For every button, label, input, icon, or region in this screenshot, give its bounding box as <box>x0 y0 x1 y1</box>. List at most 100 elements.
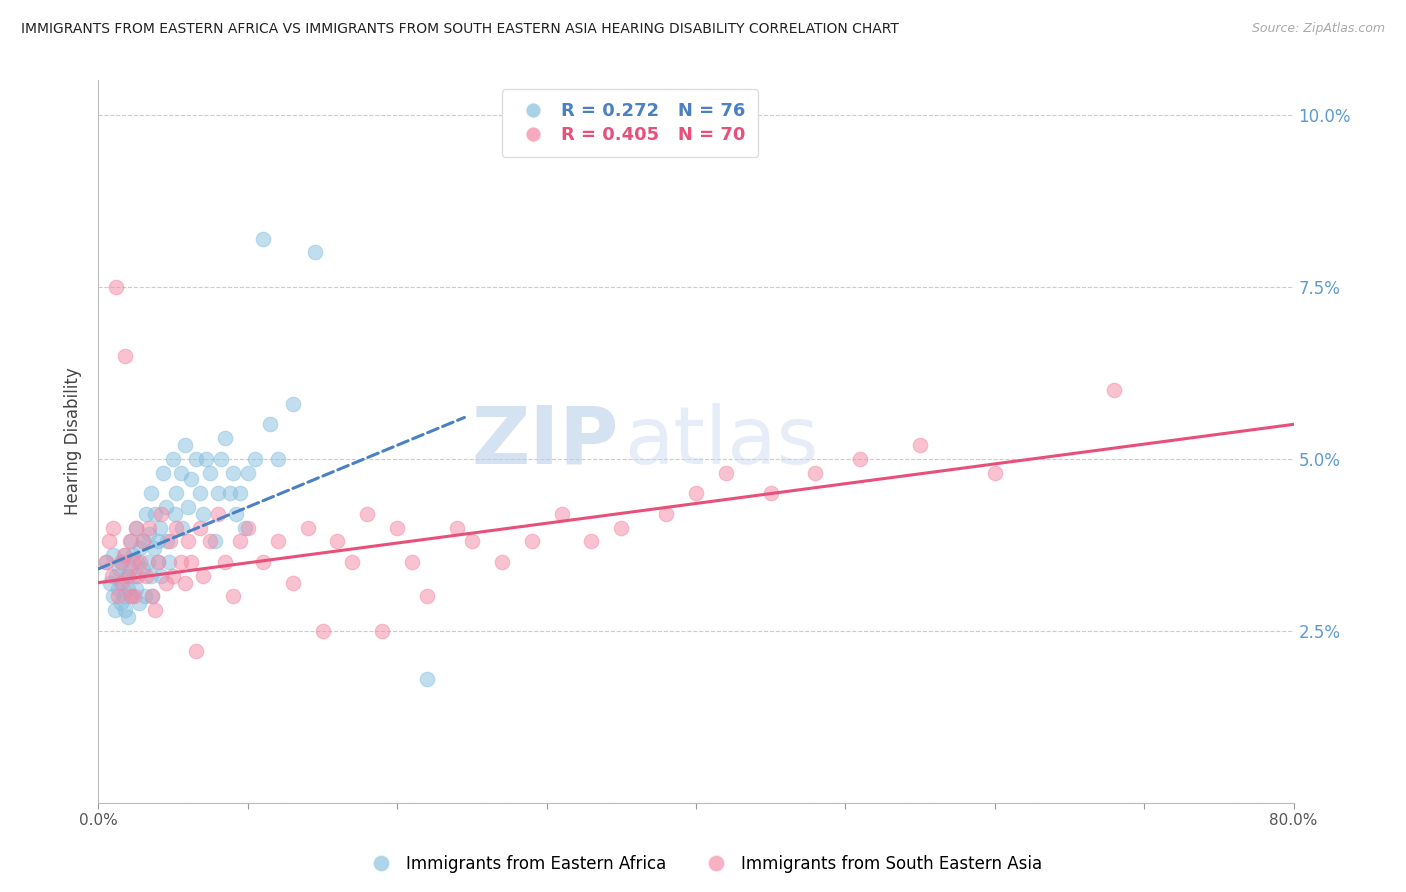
Point <box>129 555 152 569</box>
Point <box>110 596 132 610</box>
Point <box>159 534 181 549</box>
Point <box>134 590 156 604</box>
Point <box>152 466 174 480</box>
Point <box>326 534 349 549</box>
Point <box>342 555 364 569</box>
Point <box>219 486 242 500</box>
Text: IMMIGRANTS FROM EASTERN AFRICA VS IMMIGRANTS FROM SOUTH EASTERN ASIA HEARING DIS: IMMIGRANTS FROM EASTERN AFRICA VS IMMIGR… <box>21 22 898 37</box>
Point <box>491 555 513 569</box>
Point <box>685 486 707 500</box>
Point <box>281 397 304 411</box>
Point <box>118 562 141 576</box>
Point <box>416 672 439 686</box>
Point <box>172 520 194 534</box>
Point <box>714 466 737 480</box>
Point <box>849 451 872 466</box>
Point <box>111 575 134 590</box>
Point <box>759 486 782 500</box>
Point <box>120 534 142 549</box>
Point <box>550 507 572 521</box>
Text: atlas: atlas <box>624 402 818 481</box>
Point <box>139 568 162 582</box>
Point <box>195 451 218 466</box>
Point <box>177 500 200 514</box>
Point <box>401 555 423 569</box>
Point <box>188 520 211 534</box>
Point <box>103 520 125 534</box>
Point <box>135 568 157 582</box>
Point <box>157 555 180 569</box>
Point <box>610 520 633 534</box>
Point <box>184 644 207 658</box>
Point <box>101 568 124 582</box>
Point <box>132 534 155 549</box>
Point <box>129 541 152 556</box>
Point <box>416 590 439 604</box>
Point <box>267 534 290 549</box>
Legend: Immigrants from Eastern Africa, Immigrants from South Eastern Asia: Immigrants from Eastern Africa, Immigran… <box>357 848 1049 880</box>
Point <box>117 610 139 624</box>
Text: Source: ZipAtlas.com: Source: ZipAtlas.com <box>1251 22 1385 36</box>
Point <box>174 438 197 452</box>
Point <box>141 590 163 604</box>
Point <box>97 534 120 549</box>
Point <box>204 534 226 549</box>
Point <box>177 534 200 549</box>
Point <box>304 245 326 260</box>
Point <box>155 500 177 514</box>
Point <box>156 534 179 549</box>
Point <box>150 507 173 521</box>
Point <box>233 520 256 534</box>
Point <box>229 534 252 549</box>
Point <box>115 568 138 582</box>
Point <box>225 507 247 521</box>
Point <box>165 520 187 534</box>
Point <box>143 603 166 617</box>
Point <box>311 624 333 638</box>
Point <box>581 534 603 549</box>
Point <box>117 582 139 597</box>
Point <box>105 279 128 293</box>
Point <box>804 466 827 480</box>
Point <box>169 466 191 480</box>
Point <box>127 555 149 569</box>
Point <box>908 438 931 452</box>
Point <box>207 486 229 500</box>
Point <box>162 568 184 582</box>
Point <box>222 590 245 604</box>
Point <box>984 466 1007 480</box>
Point <box>267 451 290 466</box>
Point <box>281 575 304 590</box>
Point <box>98 575 122 590</box>
Point <box>162 451 184 466</box>
Point <box>110 555 132 569</box>
Point <box>110 575 132 590</box>
Point <box>120 590 142 604</box>
Point <box>180 555 202 569</box>
Legend: R = 0.272   N = 76, R = 0.405   N = 70: R = 0.272 N = 76, R = 0.405 N = 70 <box>502 89 758 157</box>
Point <box>174 575 197 590</box>
Point <box>229 486 252 500</box>
Point <box>297 520 319 534</box>
Point <box>245 451 267 466</box>
Point <box>148 555 170 569</box>
Y-axis label: Hearing Disability: Hearing Disability <box>65 368 83 516</box>
Point <box>446 520 468 534</box>
Point <box>385 520 409 534</box>
Point <box>120 590 142 604</box>
Point <box>148 534 170 549</box>
Point <box>184 451 207 466</box>
Point <box>520 534 543 549</box>
Point <box>114 548 136 562</box>
Text: ZIP: ZIP <box>471 402 619 481</box>
Point <box>141 590 163 604</box>
Point <box>142 541 165 556</box>
Point <box>356 507 378 521</box>
Point <box>117 568 139 582</box>
Point <box>191 507 214 521</box>
Point <box>191 568 214 582</box>
Point <box>165 486 187 500</box>
Point <box>371 624 394 638</box>
Point <box>112 590 135 604</box>
Point <box>138 527 160 541</box>
